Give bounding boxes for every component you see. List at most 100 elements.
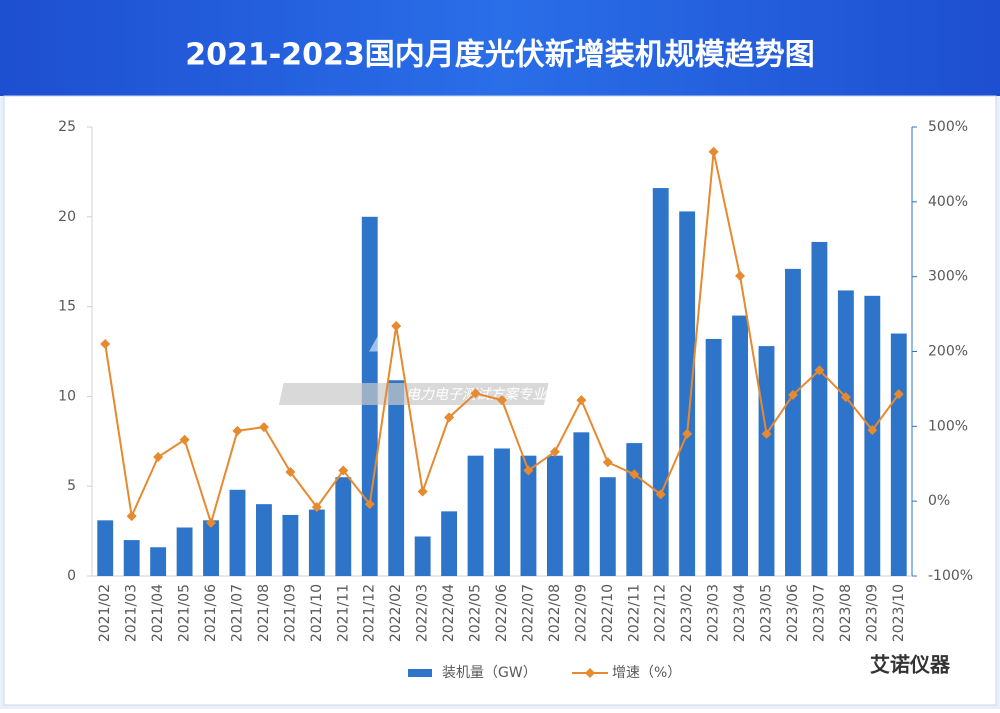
- x-tick-label: 2022/07: [520, 584, 536, 642]
- marker: [126, 511, 137, 522]
- marker: [391, 321, 402, 332]
- bar: [626, 443, 643, 576]
- x-tick-label: 2021/07: [229, 584, 245, 642]
- x-tick-label: 2021/06: [203, 584, 219, 642]
- marker: [761, 428, 772, 439]
- y-tick-label: 25: [58, 119, 76, 135]
- x-tick-label: 2023/07: [811, 584, 827, 642]
- x-tick-label: 2022/04: [441, 584, 457, 642]
- bar: [467, 455, 484, 576]
- x-tick-label: 2021/04: [150, 584, 166, 642]
- header: [0, 0, 1000, 96]
- marker: [867, 425, 878, 436]
- y-tick-label: 0: [67, 568, 76, 584]
- y-tick-label: 20: [58, 209, 76, 225]
- marker: [258, 422, 269, 433]
- marker: [840, 392, 851, 403]
- bar: [785, 268, 801, 576]
- marker: [735, 270, 746, 281]
- bar: [282, 514, 299, 576]
- legend-marker: [585, 668, 595, 678]
- bar: [150, 547, 167, 576]
- bar: [414, 536, 431, 576]
- bar: [599, 477, 616, 576]
- bar: [494, 448, 510, 576]
- x-tick-label: 2023/10: [891, 584, 907, 642]
- marker: [444, 412, 455, 423]
- bar: [441, 511, 458, 576]
- bar: [811, 241, 828, 576]
- y2-tick-label: 500%: [928, 119, 968, 135]
- marker: [311, 502, 322, 513]
- bar: [97, 520, 114, 576]
- marker: [893, 389, 904, 400]
- bar: [837, 290, 854, 576]
- bar: [758, 346, 775, 576]
- x-tick-label: 2021/12: [362, 584, 378, 642]
- marker: [338, 465, 349, 476]
- x-tick-label: 2021/02: [97, 584, 113, 642]
- logo-text: 艾诺仪器: [870, 653, 951, 677]
- marker: [497, 395, 507, 406]
- bar: [335, 477, 352, 576]
- x-tick-label: 2022/06: [494, 584, 510, 642]
- y2-tick-label: 400%: [928, 194, 968, 210]
- legend-label: 装机量（GW）: [442, 665, 537, 681]
- x-tick-label: 2022/05: [468, 584, 484, 642]
- bar: [573, 432, 590, 576]
- x-tick-label: 2022/10: [600, 584, 616, 642]
- x-tick-label: 2022/11: [626, 584, 642, 642]
- x-tick-label: 2021/11: [335, 584, 351, 642]
- bar: [308, 509, 325, 576]
- bar: [890, 333, 907, 576]
- bar: [229, 489, 246, 576]
- marker: [232, 425, 243, 436]
- x-tick-label: 2023/02: [679, 584, 695, 642]
- marker: [100, 339, 111, 350]
- marker: [153, 452, 164, 463]
- x-tick-label: 2023/05: [759, 584, 775, 642]
- x-tick-label: 2022/02: [388, 584, 404, 642]
- x-tick-label: 2023/09: [864, 584, 880, 642]
- y-tick-label: 15: [58, 299, 76, 315]
- x-tick-label: 2023/08: [838, 584, 854, 642]
- x-tick-label: 2021/08: [256, 584, 272, 642]
- marker: [364, 499, 375, 510]
- legend-swatch: [408, 669, 432, 677]
- marker: [523, 465, 534, 476]
- bar: [705, 338, 722, 576]
- bar: [388, 380, 405, 576]
- bar: [520, 455, 537, 576]
- marker: [417, 486, 428, 497]
- marker: [655, 489, 666, 500]
- marker: [787, 389, 798, 400]
- x-tick-label: 2022/03: [415, 584, 431, 642]
- y2-tick-label: 200%: [928, 344, 968, 360]
- bar: [652, 188, 669, 576]
- bar: [123, 540, 140, 576]
- x-tick-label: 2021/10: [309, 584, 325, 642]
- bar: [679, 211, 696, 577]
- y2-tick-label: 300%: [928, 269, 968, 285]
- y-tick-label: 5: [67, 478, 76, 494]
- bar: [864, 295, 881, 576]
- marker: [814, 365, 825, 376]
- marker: [708, 146, 719, 157]
- watermark: Ainuo: [368, 280, 626, 370]
- x-tick-label: 2022/09: [573, 584, 589, 642]
- x-tick-label: 2023/04: [732, 584, 748, 642]
- marker: [206, 517, 217, 528]
- bar: [546, 455, 563, 576]
- watermark-band: [278, 383, 549, 405]
- bar: [256, 504, 272, 576]
- x-tick-label: 2023/03: [706, 584, 722, 642]
- bar: [203, 520, 219, 576]
- bar: [732, 315, 748, 576]
- marker: [549, 446, 560, 457]
- x-tick-label: 2021/05: [177, 584, 193, 642]
- y2-tick-label: 0%: [928, 493, 950, 509]
- x-tick-label: 2021/09: [282, 584, 298, 642]
- marker: [682, 428, 693, 439]
- y2-tick-label: 100%: [928, 418, 968, 434]
